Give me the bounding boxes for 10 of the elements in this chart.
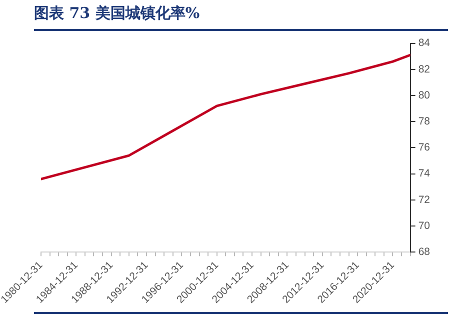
y-tick-label: 78 xyxy=(418,115,430,128)
y-tick-label: 68 xyxy=(418,246,430,258)
y-tick-label: 70 xyxy=(418,220,430,232)
y-tick-label: 82 xyxy=(418,63,430,76)
y-tick-label: 84 xyxy=(418,37,430,50)
y-tick-label: 80 xyxy=(418,89,430,102)
y-tick-label: 72 xyxy=(418,194,430,206)
y-tick-label: 76 xyxy=(418,142,430,154)
chart-title: 图表 73 美国城镇化率% xyxy=(34,4,200,23)
y-tick-label: 74 xyxy=(418,168,430,180)
